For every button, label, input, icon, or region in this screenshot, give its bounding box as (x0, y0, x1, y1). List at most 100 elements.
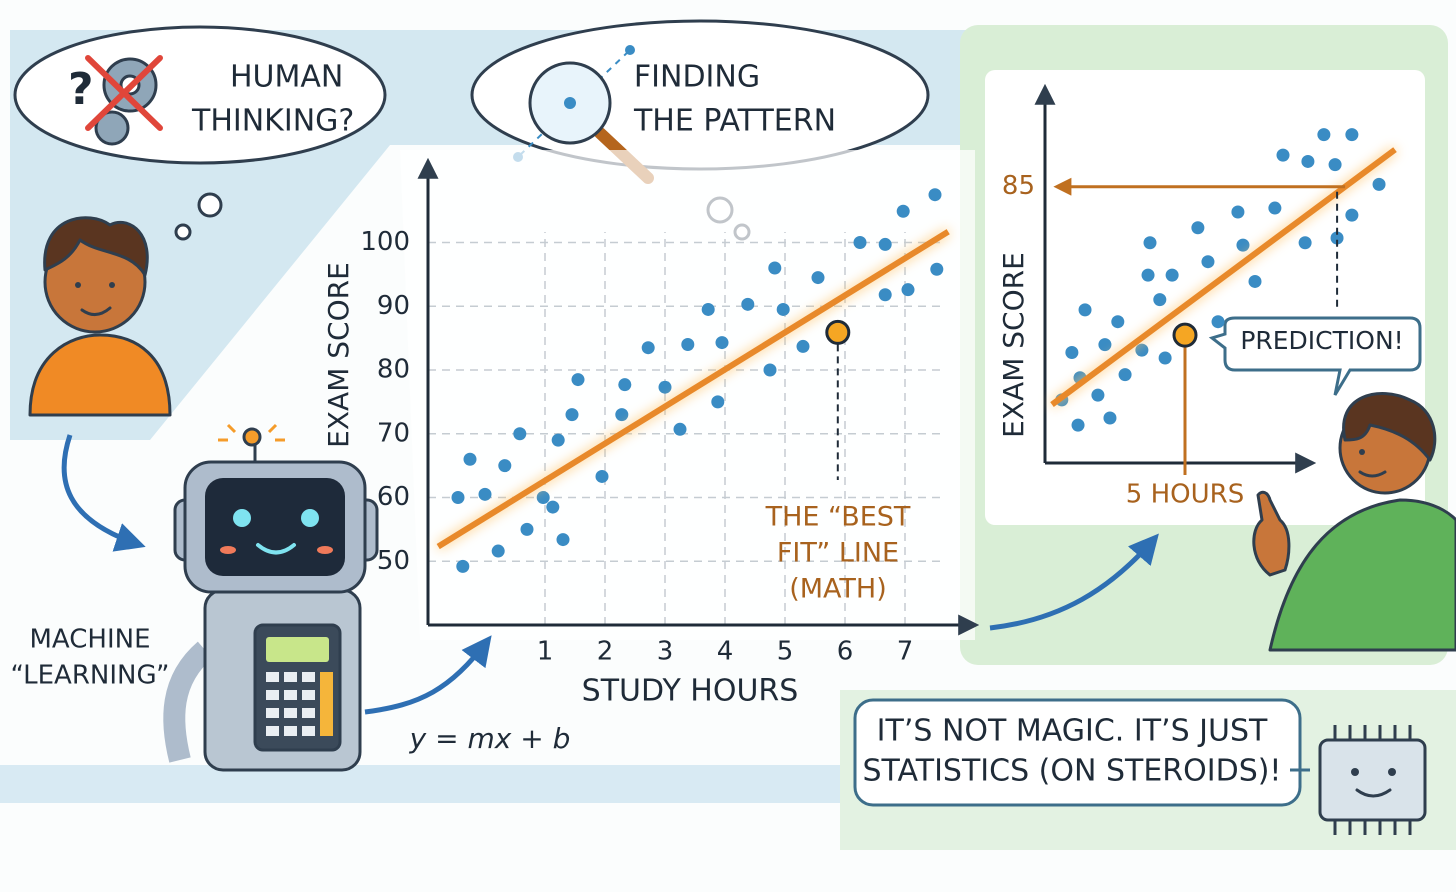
thought-bubble-pattern-part (625, 45, 635, 55)
highlight-point (1172, 322, 1198, 348)
data-point (571, 373, 585, 387)
data-point (1078, 303, 1092, 317)
robot-caption: MACHINE (29, 625, 150, 655)
data-point (1065, 345, 1079, 359)
footer-box (853, 698, 1310, 807)
robot-part-part (266, 708, 279, 718)
y-tick-label: 100 (360, 227, 410, 257)
robot-part (205, 478, 345, 576)
formula: y = mx + b (409, 722, 571, 755)
data-point (1231, 205, 1245, 219)
robot-part (163, 641, 213, 763)
arrow-to-prediction-part (989, 533, 1159, 631)
annotation: FIT” LINE (777, 538, 899, 569)
data-point (498, 459, 512, 473)
data-point (463, 452, 477, 466)
data-point (556, 533, 570, 547)
thought-bubble-human-part (174, 223, 192, 241)
annotation: (MATH) (789, 574, 887, 605)
person (28, 216, 172, 552)
data-point (776, 302, 790, 316)
robot-part-part (302, 672, 315, 682)
data-point (1165, 268, 1179, 282)
data-point (1111, 315, 1125, 329)
data-point (878, 237, 892, 251)
data-point (878, 288, 892, 302)
data-point (1201, 255, 1215, 269)
x-axis-label: STUDY HOURS (582, 674, 799, 709)
data-point (658, 380, 672, 394)
footer-text: STATISTICS (ON STEROIDS)! (863, 754, 1282, 789)
robot-caption: “LEARNING” (10, 661, 169, 691)
annotation: THE “BEST (765, 502, 911, 533)
robot-part-part (302, 690, 315, 700)
data-point (595, 469, 609, 483)
prediction-bubble-part (1208, 316, 1422, 396)
person-part (61, 434, 146, 552)
y-tick-label: 60 (377, 482, 410, 512)
bubble-text: HUMAN (230, 60, 343, 95)
data-point (1317, 128, 1331, 142)
robot-part (242, 427, 262, 447)
kid (1252, 392, 1456, 652)
thought-bubble-pattern-part (564, 97, 576, 109)
robot-part-part (302, 726, 315, 736)
x-tick-label: 7 (897, 637, 914, 667)
data-point (896, 204, 910, 218)
robot-part (266, 637, 329, 662)
data-point (901, 283, 915, 297)
bubble-text: THINKING? (191, 104, 354, 139)
data-point (1118, 368, 1132, 382)
background-part (0, 765, 860, 803)
robot-part (364, 635, 492, 715)
robot-part-part (284, 672, 297, 682)
data-point (1298, 236, 1312, 250)
data-point (520, 522, 534, 536)
thought-bubble-human-part (85, 55, 163, 131)
robot-part (320, 672, 333, 736)
data-point (681, 338, 695, 351)
robot-part (218, 423, 285, 442)
data-point (1211, 315, 1225, 329)
robot-part-part (284, 708, 297, 718)
robot-part-part (284, 726, 297, 736)
robot-part (220, 546, 236, 554)
kid-part (1358, 470, 1387, 478)
data-point (673, 422, 687, 436)
data-point (565, 408, 579, 422)
chip-part (1388, 768, 1396, 776)
data-point (1091, 388, 1105, 402)
arrow-to-prediction (989, 533, 1159, 631)
data-point (1328, 158, 1342, 172)
robot-part (301, 509, 319, 527)
data-point (1372, 177, 1386, 191)
robot-part (317, 546, 333, 554)
kid-part (1359, 449, 1365, 455)
y-tick-label: 85 (1002, 171, 1035, 201)
bubble-text: THE PATTERN (633, 104, 836, 139)
data-point (928, 188, 942, 202)
data-point (853, 236, 867, 249)
footer-box-part (853, 698, 1302, 807)
data-point (1071, 418, 1085, 432)
thought-bubble-human-part: ? (68, 64, 94, 115)
robot-part-part (284, 690, 297, 700)
person-part (75, 282, 81, 288)
data-point (513, 427, 527, 441)
robot-part-part (266, 726, 279, 736)
thought-bubble-human: ? (13, 25, 387, 241)
robot-part (266, 672, 315, 736)
x-tick-label: 6 (837, 637, 854, 667)
data-point (796, 339, 810, 353)
chip-part (1355, 788, 1392, 798)
x-tick-label: 5 HOURS (1126, 480, 1244, 510)
data-point (741, 297, 755, 311)
data-point (1135, 343, 1149, 357)
data-point (1330, 231, 1344, 245)
robot-part-part (266, 690, 279, 700)
data-point (1268, 201, 1282, 215)
data-point (1345, 128, 1359, 142)
data-point (1158, 351, 1172, 365)
x-tick-label: 4 (717, 637, 734, 667)
